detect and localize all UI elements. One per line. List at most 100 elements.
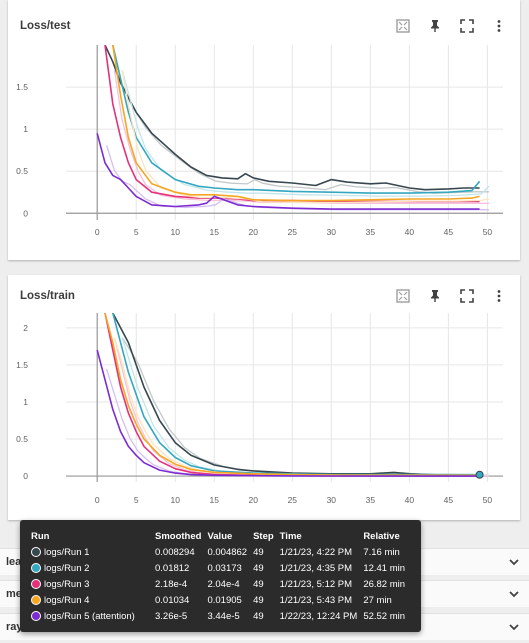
tooltip-cell-run: logs/Run 2	[28, 560, 152, 576]
tooltip-cell-smoothed: 0.01034	[155, 594, 190, 606]
tooltip-header-row: Run Smoothed Value Step Time Relative	[28, 528, 408, 544]
loss-test-chart[interactable]: 0 5 10 15 20 25 30 35 40 45 50 0 0.5 1 1.5	[8, 0, 520, 260]
series-raw-line	[113, 337, 490, 477]
tooltip-cell-run: logs/Run 5 (attention)	[28, 608, 152, 624]
series-group	[96, 45, 490, 211]
fit-domain-icon	[396, 19, 410, 33]
accordion-label: ray	[6, 621, 23, 633]
y-tick-label: 2	[23, 323, 28, 333]
y-tick-label: 0	[23, 471, 28, 481]
x-tick-label: 25	[288, 495, 298, 505]
fit-domain-button[interactable]	[394, 17, 412, 35]
tooltip-cell-relative: 52.52 min	[363, 610, 406, 622]
run-name: logs/Run 5 (attention)	[44, 610, 135, 622]
x-tick-label: 0	[95, 227, 100, 237]
chart-card-loss-train: Loss/train 0 5 10 15 20 25 30 35 40 45 50 0 0.5 1 1.5 2	[8, 275, 520, 520]
pin-button[interactable]	[426, 287, 444, 305]
y-tick-label: 1	[23, 397, 28, 407]
series-raw-line	[113, 69, 489, 194]
run-name: logs/Run 1	[44, 546, 90, 558]
tooltip-cell-smoothed: 0.008294	[155, 546, 195, 558]
tooltip-cell-time: 1/22/23, 12:24 PM	[279, 610, 358, 622]
pin-icon	[431, 20, 439, 32]
run-color-swatch	[31, 562, 41, 573]
y-tick-label: 1.5	[16, 360, 28, 370]
tooltip-cell-step: 49	[253, 610, 264, 622]
y-tick-label: 1.5	[16, 82, 28, 92]
hover-tooltip: Run Smoothed Value Step Time Relative lo…	[20, 520, 421, 632]
chart-card-loss-test: Loss/test 0 5 10 15 20 25 30 35 40 45 50 0 0.5 1 1.5	[8, 0, 520, 260]
series-line	[112, 313, 480, 477]
x-tick-label: 0	[95, 495, 100, 505]
tooltip-cell-value: 0.01905	[207, 594, 242, 606]
x-tick-label: 5	[134, 495, 139, 505]
fit-domain-button[interactable]	[394, 287, 412, 305]
run-name: logs/Run 2	[44, 562, 90, 574]
run-color-swatch	[31, 610, 41, 621]
tooltip-row: logs/Run 5 (attention) 3.26e-5 3.44e-5 49 1/…	[28, 608, 408, 624]
header-relative: Relative	[363, 530, 400, 542]
x-tick-label: 20	[249, 495, 259, 505]
x-tick-label: 40	[405, 227, 415, 237]
chevron-down-icon[interactable]	[507, 555, 521, 569]
tooltip-cell-step: 49	[253, 578, 264, 590]
x-tick-label: 40	[405, 495, 415, 505]
loss-train-chart[interactable]: 0 5 10 15 20 25 30 35 40 45 50 0 0.5 1 1.5 2	[8, 275, 520, 520]
y-tick-label: 0	[23, 208, 28, 218]
x-tick-label: 50	[483, 227, 493, 237]
x-tick-label: 10	[171, 227, 181, 237]
tooltip-cell-step: 49	[253, 546, 264, 558]
chart-title: Loss/train	[20, 290, 75, 302]
x-tick-label: 20	[249, 227, 259, 237]
chart-toolbar	[394, 17, 508, 35]
more-options-button[interactable]	[490, 17, 508, 35]
tooltip-cell-relative: 26.82 min	[363, 578, 406, 590]
series-line	[96, 349, 480, 477]
fullscreen-icon	[460, 289, 474, 303]
tooltip-table: Run Smoothed Value Step Time Relative lo…	[28, 528, 408, 624]
series-line	[112, 313, 480, 476]
pin-icon	[431, 290, 439, 302]
run-color-swatch	[31, 594, 41, 605]
chart-title: Loss/test	[20, 20, 71, 32]
y-tick-label: 1	[23, 124, 28, 134]
fullscreen-button[interactable]	[458, 17, 476, 35]
more-vert-icon	[497, 290, 501, 302]
more-vert-icon	[497, 20, 501, 32]
x-tick-label: 50	[483, 495, 493, 505]
x-tick-label: 35	[366, 227, 376, 237]
tooltip-cell-time: 1/21/23, 5:12 PM	[279, 578, 353, 590]
accordion-label: me	[6, 588, 22, 600]
header-time: Time	[279, 530, 302, 542]
tooltip-cell-smoothed: 2.18e-4	[155, 578, 188, 590]
x-tick-label: 45	[444, 495, 454, 505]
more-options-button[interactable]	[490, 287, 508, 305]
tooltip-cell-time: 1/21/23, 4:35 PM	[279, 562, 353, 574]
chevron-down-icon[interactable]	[507, 587, 521, 601]
run-color-swatch	[31, 578, 41, 589]
tooltip-row: logs/Run 2 0.01812 0.03173 49 1/21/23, 4:35 …	[28, 560, 408, 576]
x-tick-label: 30	[327, 495, 337, 505]
tooltip-cell-smoothed: 3.26e-5	[155, 610, 188, 622]
pin-button[interactable]	[426, 17, 444, 35]
series-raw-line	[113, 337, 490, 477]
fit-domain-icon	[396, 289, 410, 303]
fullscreen-button[interactable]	[458, 287, 476, 305]
tooltip-cell-run: logs/Run 1	[28, 544, 152, 560]
tooltip-cell-run: logs/Run 4	[28, 592, 152, 608]
tooltip-row: logs/Run 1 0.008294 0.004862 49 1/21/23, 4:2…	[28, 544, 408, 560]
chevron-down-icon[interactable]	[507, 620, 521, 634]
series-line	[104, 45, 480, 191]
chart-toolbar	[394, 287, 508, 305]
tooltip-row: logs/Run 4 0.01034 0.01905 49 1/21/23, 5:43 …	[28, 592, 408, 608]
hover-marker	[475, 470, 484, 479]
tooltip-cell-relative: 12.41 min	[363, 562, 406, 574]
run-color-swatch	[31, 546, 41, 557]
header-run: Run	[31, 530, 50, 542]
x-tick-label: 35	[366, 495, 376, 505]
x-tick-label: 30	[327, 227, 337, 237]
y-tick-label: 0.5	[16, 166, 28, 176]
tooltip-cell-value: 0.004862	[207, 546, 248, 558]
tooltip-row: logs/Run 3 2.18e-4 2.04e-4 49 1/21/23, 5:12 …	[28, 576, 408, 592]
run-name: logs/Run 3	[44, 578, 90, 590]
